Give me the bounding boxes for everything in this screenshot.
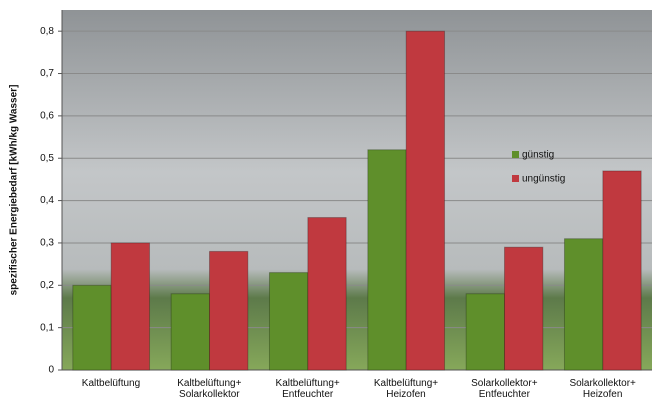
x-tick-label: Kaltbelüftung+ Solarkollektor <box>177 378 242 400</box>
x-tick-label: Solarkollektor+ Entfeuchter <box>471 378 538 400</box>
x-tick-label: Kaltbelüftung+ Entfeuchter <box>275 378 340 400</box>
x-tick-label: Solarkollektor+ Heizofen <box>569 378 636 400</box>
y-axis-label: spezifischer Energiebedarf [kWh/kg Wasse… <box>9 85 20 296</box>
y-tick-label: 0,3 <box>40 238 54 249</box>
legend-swatch <box>512 151 519 158</box>
y-tick-label: 0,5 <box>40 153 54 164</box>
bar <box>110 242 151 371</box>
bar <box>170 293 210 371</box>
y-tick-label: 0,2 <box>40 280 54 291</box>
y-tick-label: 0,6 <box>40 111 54 122</box>
y-tick-label: 0,8 <box>40 26 54 37</box>
bar <box>405 30 446 371</box>
y-tick-label: 0 <box>48 365 54 376</box>
x-tick-label: Kaltbelüftung+ Heizofen <box>373 378 439 400</box>
plot-background <box>62 10 652 370</box>
bar <box>72 284 112 371</box>
legend-swatch <box>512 175 519 182</box>
x-tick-label: Kaltbelüftung <box>81 378 141 389</box>
y-tick-label: 0,7 <box>40 68 54 79</box>
bar <box>563 238 604 371</box>
legend-label: günstig <box>522 150 554 161</box>
y-tick-label: 0,1 <box>40 322 54 333</box>
bar <box>268 272 309 371</box>
bar <box>504 246 544 371</box>
bar <box>367 149 407 371</box>
bar <box>602 170 642 371</box>
bar <box>307 217 347 371</box>
y-tick-label: 0,4 <box>40 195 54 206</box>
legend-label: ungünstig <box>522 174 565 185</box>
bar <box>209 250 249 371</box>
bar <box>465 293 505 371</box>
